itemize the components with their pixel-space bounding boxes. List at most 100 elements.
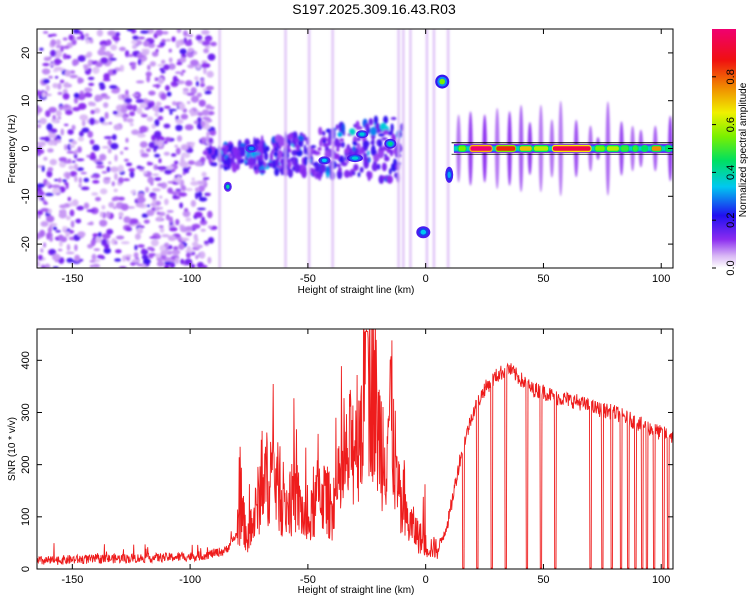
noise-blob [159,225,164,228]
band-blob [363,153,367,159]
noise-blob [77,37,81,40]
noise-blob [90,260,96,263]
band-blob [349,128,356,135]
noise-blob [69,34,74,40]
band-blob [319,139,322,147]
x-tick-label: -100 [179,273,201,285]
band-blob [249,166,254,169]
noise-blob [154,131,161,138]
noise-blob [109,85,117,89]
snr-y-label: SNR (10 * v/v) [7,417,18,481]
noise-blob [109,122,112,125]
y-tick-label: 0 [20,145,32,151]
band-blob [208,149,211,155]
noise-blob [72,107,80,111]
band-blob [292,139,295,146]
tone-blob [322,159,327,162]
noise-blob [181,144,189,150]
noise-blob [209,131,215,135]
tone-blob [439,79,445,85]
snr-panel: -150 -100 -50 0 50 1000100200300400 Height of… [7,324,673,596]
noise-blob [207,211,213,218]
noise-blob [137,133,146,137]
noise-blob [92,67,99,74]
noise-blob [132,45,137,50]
noise-blob [169,49,172,53]
noise-blob [182,70,186,73]
noise-blob [203,177,210,180]
snr-x-label: Height of straight line (km) [298,585,415,596]
noise-blob [181,238,189,241]
snr-marks [37,324,673,568]
noise-blob [52,188,61,194]
noise-blob [39,137,48,140]
noise-blob [42,68,50,74]
band-blob [320,164,326,173]
noise-blob [148,102,153,109]
noise-blob [136,203,144,208]
band-blob [260,169,266,174]
band-blob [374,116,378,125]
noise-blob [158,158,161,163]
noise-blob [123,94,130,98]
noise-blob [118,177,124,183]
band-blob [370,172,373,179]
noise-blob [152,188,161,192]
noise-blob [177,135,182,141]
noise-blob [188,160,195,165]
noise-blob [199,251,205,258]
noise-blob [108,202,114,208]
noise-blob [138,244,145,248]
noise-blob [56,39,61,46]
noise-blob [74,255,80,262]
noise-blob [120,151,123,155]
y-tick-label: -10 [20,188,32,204]
noise-blob [85,33,89,37]
band-blob [304,145,307,155]
band-blob [296,144,300,151]
noise-blob [62,179,67,182]
colorbar-tick-label: 0.4 [725,165,737,180]
noise-blob [137,197,146,203]
noise-blob [162,234,170,237]
noise-blob [174,161,179,165]
noise-blob [151,239,159,246]
spectral-streak [402,29,405,268]
noise-blob [184,208,188,212]
band-blob [254,139,260,145]
noise-blob [42,63,49,66]
noise-blob [84,64,89,70]
line-segment [595,146,604,150]
noise-blob [50,159,57,165]
noise-blob [139,126,148,133]
noise-blob [63,93,70,100]
noise-blob [175,125,182,132]
band-blob [383,116,388,124]
noise-blob [106,211,110,218]
tone-blob [448,172,451,178]
noise-blob [204,241,209,244]
noise-blob [59,204,67,208]
noise-blob [107,166,111,172]
y-tick-label: 200 [20,455,32,473]
band-blob [274,147,278,152]
band-blob [270,152,273,162]
noise-blob [171,36,175,42]
noise-blob [171,83,179,86]
noise-blob [131,190,136,194]
noise-blob [156,166,164,169]
noise-blob [154,177,161,181]
noise-blob [75,219,81,222]
band-blob [315,163,320,172]
band-blob [326,172,329,178]
noise-blob [58,235,64,240]
noise-blob [90,139,95,144]
noise-blob [74,164,78,171]
noise-blob [144,220,150,224]
noise-blob [129,111,135,116]
noise-blob [176,79,179,82]
noise-blob [148,256,154,259]
noise-blob [177,27,182,34]
noise-blob [197,117,202,123]
noise-blob [92,180,99,184]
